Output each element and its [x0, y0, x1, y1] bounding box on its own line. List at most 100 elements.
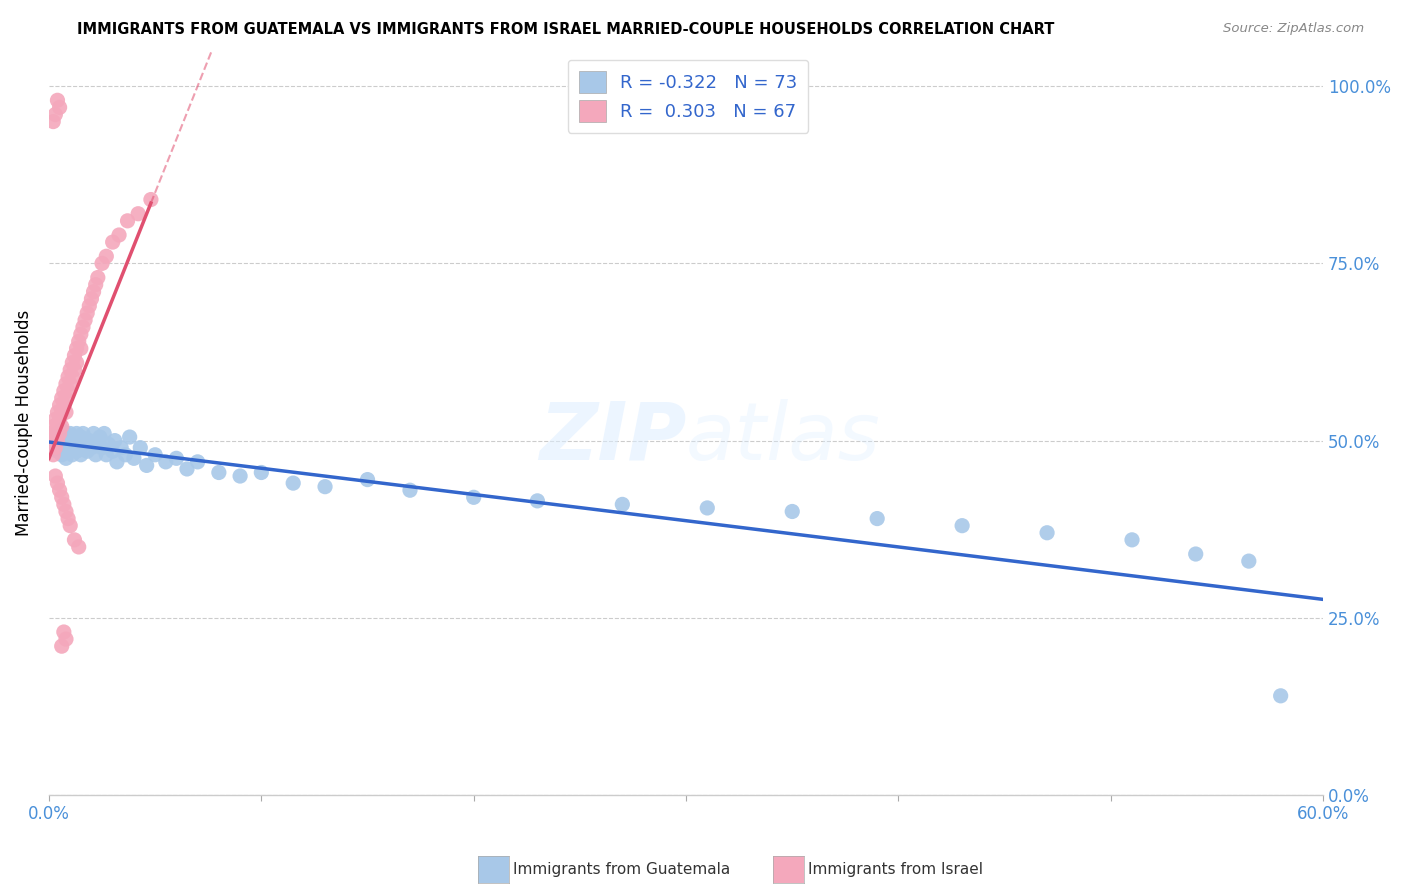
Point: [143, 448, 166, 462]
Point: [48, 100, 70, 114]
Point: [48, 437, 70, 451]
Text: Immigrants from Israel: Immigrants from Israel: [808, 863, 983, 877]
Point: [83, 285, 105, 299]
Point: [44, 441, 66, 455]
Point: [104, 434, 127, 448]
Point: [93, 426, 115, 441]
Point: [46, 434, 69, 448]
Point: [139, 193, 162, 207]
Point: [46, 405, 69, 419]
Point: [105, 455, 128, 469]
Point: [48, 483, 70, 498]
Point: [91, 256, 114, 270]
Point: [51, 405, 73, 419]
Point: [1237, 554, 1260, 568]
Point: [127, 207, 149, 221]
Point: [101, 444, 124, 458]
Point: [52, 434, 75, 448]
Text: Source: ZipAtlas.com: Source: ZipAtlas.com: [1223, 22, 1364, 36]
Point: [39, 441, 62, 455]
Point: [55, 426, 77, 441]
Point: [59, 362, 82, 376]
Point: [51, 423, 73, 437]
Point: [79, 434, 101, 448]
Point: [87, 270, 110, 285]
Point: [51, 391, 73, 405]
Point: [950, 518, 973, 533]
Point: [84, 448, 107, 462]
Point: [67, 334, 90, 349]
Point: [69, 448, 91, 462]
Text: atlas: atlas: [686, 399, 880, 476]
Point: [59, 434, 82, 448]
Point: [83, 426, 105, 441]
Point: [51, 639, 73, 653]
Point: [135, 458, 157, 473]
Text: IMMIGRANTS FROM GUATEMALA VS IMMIGRANTS FROM ISRAEL MARRIED-COUPLE HOUSEHOLDS CO: IMMIGRANTS FROM GUATEMALA VS IMMIGRANTS …: [77, 22, 1054, 37]
Point: [65, 356, 87, 370]
Point: [75, 437, 97, 451]
Point: [165, 451, 187, 466]
Point: [42, 434, 65, 448]
Point: [48, 430, 70, 444]
Point: [67, 540, 90, 554]
Point: [59, 376, 82, 391]
Point: [52, 625, 75, 640]
Point: [46, 444, 69, 458]
Point: [42, 441, 65, 455]
Point: [87, 437, 110, 451]
Point: [65, 426, 87, 441]
Point: [63, 441, 86, 455]
Point: [696, 500, 718, 515]
Point: [187, 455, 209, 469]
Point: [56, 437, 79, 451]
Point: [44, 107, 66, 121]
Point: [72, 441, 94, 455]
Point: [46, 93, 69, 107]
Point: [69, 342, 91, 356]
Point: [63, 349, 86, 363]
Point: [208, 466, 231, 480]
Point: [42, 448, 65, 462]
Point: [56, 444, 79, 458]
Point: [44, 469, 66, 483]
Point: [176, 462, 198, 476]
Point: [250, 466, 273, 480]
Point: [1121, 533, 1143, 547]
Point: [60, 430, 83, 444]
Point: [48, 412, 70, 426]
Point: [63, 533, 86, 547]
Point: [46, 419, 69, 434]
Point: [463, 491, 485, 505]
Point: [51, 491, 73, 505]
Point: [55, 391, 77, 405]
Point: [60, 356, 83, 370]
Point: [612, 497, 634, 511]
Point: [46, 426, 69, 441]
Point: [59, 518, 82, 533]
Point: [76, 306, 98, 320]
Point: [80, 441, 103, 455]
Point: [51, 448, 73, 462]
Point: [75, 313, 97, 327]
Point: [1184, 547, 1206, 561]
Point: [118, 430, 141, 444]
Point: [55, 451, 77, 466]
Point: [780, 504, 803, 518]
Point: [101, 235, 124, 249]
Point: [69, 430, 91, 444]
Point: [56, 384, 79, 398]
Point: [59, 441, 82, 455]
Point: [89, 430, 111, 444]
Point: [52, 384, 75, 398]
Point: [65, 342, 87, 356]
Point: [67, 437, 90, 451]
Point: [155, 455, 177, 469]
Point: [229, 469, 252, 483]
Point: [44, 412, 66, 426]
Point: [39, 426, 62, 441]
Y-axis label: Married-couple Households: Married-couple Households: [15, 310, 32, 536]
Point: [108, 227, 131, 242]
Point: [59, 426, 82, 441]
Point: [60, 448, 83, 462]
